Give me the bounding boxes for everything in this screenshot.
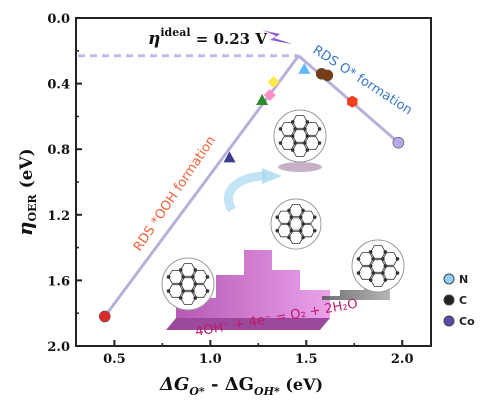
legend-marker <box>443 273 455 285</box>
y-axis-title: ηOER (eV) <box>13 148 39 236</box>
legend-label: N <box>459 273 468 286</box>
x-tick-label: 0.5 <box>103 352 126 367</box>
x-axis-ticks: 0.5 1.0 1.5 2.0 <box>103 340 414 367</box>
data-point <box>298 62 311 74</box>
legend-label: C <box>459 294 467 307</box>
y-tick-label: 2.0 <box>47 340 70 355</box>
y-tick-label: 0.4 <box>47 78 70 93</box>
legend: NC Co <box>443 273 475 328</box>
molecule-structure <box>273 109 327 163</box>
y-axis-ticks: 0.0 0.4 0.8 1.2 1.6 2.0 <box>47 12 82 355</box>
y-tick-label: 0.8 <box>47 143 70 158</box>
y-tick-label: 0.0 <box>47 12 70 27</box>
molecule-structure <box>351 239 405 293</box>
data-point <box>263 89 276 102</box>
data-point <box>392 136 405 149</box>
y-tick-label: 1.2 <box>47 209 70 224</box>
molecule-structure <box>161 257 215 311</box>
legend-marker <box>443 315 455 327</box>
catalyst-structures <box>161 109 405 311</box>
x-axis-title: ΔGO* - ΔGOH* (eV) <box>159 374 323 398</box>
data-point <box>223 151 236 163</box>
x-tick-label: 2.0 <box>391 352 414 367</box>
left-volcano-branch <box>103 54 300 318</box>
x-tick-label: 1.5 <box>295 352 318 367</box>
ideal-label: ηideal = 0.23 V <box>148 26 267 49</box>
y-tick-label: 1.6 <box>47 274 70 289</box>
x-tick-label: 1.0 <box>199 352 222 367</box>
data-point <box>267 75 280 88</box>
legend-marker <box>443 294 455 306</box>
data-point <box>98 310 111 323</box>
legend-label: Co <box>459 315 475 328</box>
left-branch-label: RDS *OOH formation <box>131 134 219 255</box>
molecule-structure <box>270 198 322 250</box>
data-point <box>256 94 269 105</box>
lightning-bolt-icon <box>262 30 292 44</box>
data-point <box>347 95 358 108</box>
data-point <box>321 69 334 82</box>
data-points <box>98 62 405 323</box>
